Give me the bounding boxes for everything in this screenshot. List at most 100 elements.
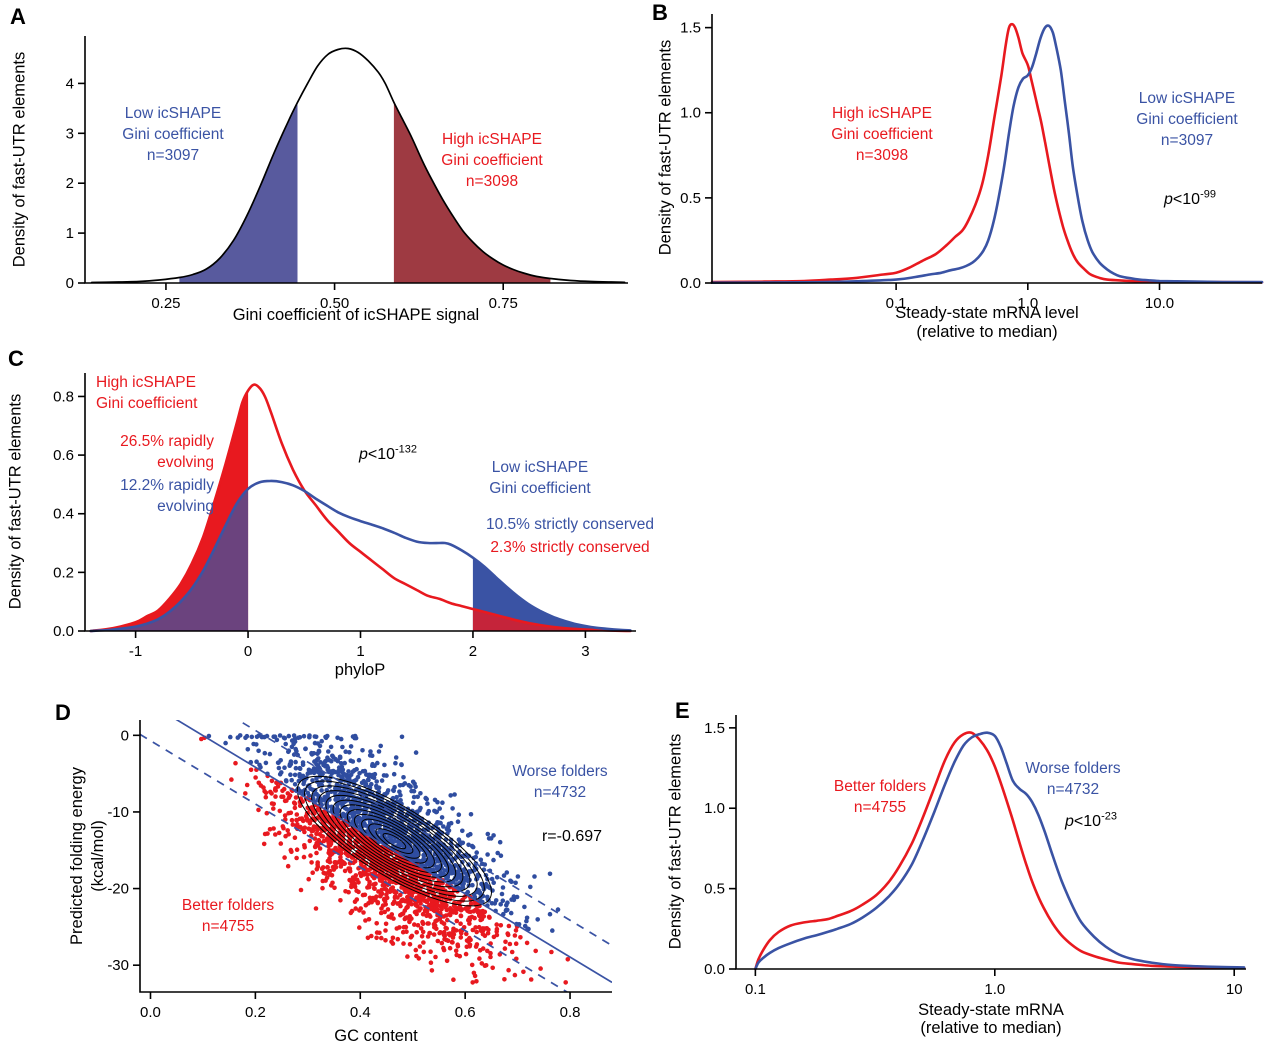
annotation-line: n=3098 [855,147,909,164]
svg-text:0.50: 0.50 [320,295,349,312]
annotation-line: Gini coefficient [441,152,543,169]
svg-text:2: 2 [66,175,74,192]
p-value-label: p<10-99 [1125,189,1255,210]
panel-a-chart: 0.25 0.50 0.75 0 1 2 3 4 [66,36,628,312]
rapidly-evolving-high-label: 26.5% rapidly evolving [74,431,214,473]
p-value-exponent: -99 [1200,188,1216,201]
svg-text:0.5: 0.5 [680,190,701,207]
panel-d: D 0.0 0.2 0.4 0.6 0.8 0 -10 -20 -30 Predicted fo… [40,693,650,1053]
panel-b: B 0.1 1.0 10.0 0.0 0.5 1.0 1.5 Density of fast… [650,0,1280,345]
panel-a-x-axis-title: Gini coefficient of icSHAPE signal [232,306,480,324]
panel-e: E 0.1 1.0 10 0.0 0.5 1.0 1.5 Density of fast-U… [660,693,1280,1053]
svg-text:1.5: 1.5 [704,720,725,737]
svg-text:0.6: 0.6 [455,1004,476,1021]
svg-text:1.0: 1.0 [704,800,725,817]
svg-text:10.0: 10.0 [1145,295,1174,312]
annotation-line: Gini coefficient [122,126,224,143]
svg-text:0.8: 0.8 [560,1004,581,1021]
svg-text:0.75: 0.75 [489,295,518,312]
svg-text:0.4: 0.4 [53,506,74,523]
worse-folders-annotation: Worse folders n=4732 [988,758,1158,800]
panel-d-letter: D [55,700,71,725]
low-gini-annotation: Low icSHAPE Gini coefficient n=3097 [1102,88,1272,151]
p-value-exponent: -23 [1101,810,1117,823]
low-gini-annotation: Low icSHAPE Gini coefficient n=3097 [88,103,258,166]
annotation-line: Gini coefficient [831,126,933,143]
svg-text:-30: -30 [107,957,129,974]
svg-text:1.0: 1.0 [680,105,701,122]
strictly-conserved-high-label: 2.3% strictly conserved [490,539,650,556]
svg-text:0.0: 0.0 [53,623,74,640]
p-value-symbol: p [1065,813,1074,830]
svg-text:0.25: 0.25 [151,295,180,312]
panel-d-y-axis-title: Predicted folding energy (kcal/mol) [67,721,109,991]
annotation-line: Better folders [181,897,275,914]
svg-text:1.0: 1.0 [1017,295,1038,312]
annotation-line: Gini coefficient [96,395,198,412]
p-value-symbol: p [358,446,368,463]
svg-text:0: 0 [66,275,74,292]
annotation-line: n=3097 [146,147,200,164]
p-value-base: <10 [367,446,395,463]
panel-e-y-axis-title: Density of fast-UTR elements [666,733,685,950]
svg-text:0.5: 0.5 [704,881,725,898]
worse-folders-annotation: Worse folders n=4732 [475,761,645,803]
svg-text:1.0: 1.0 [984,981,1005,998]
annotation-line: evolving [157,454,214,471]
panel-b-chart: 0.1 1.0 10.0 0.0 0.5 1.0 1.5 [680,14,1264,312]
panel-d-x-axis-title: GC content [334,1027,418,1045]
svg-text:-20: -20 [107,881,129,898]
svg-text:0.0: 0.0 [704,961,725,978]
y-axis-title-line: (kcal/mol) [89,820,107,892]
panel-c-y-axis-title: Density of fast-UTR elements [6,393,25,610]
panel-e-x-axis-title: Steady-state mRNA [918,1001,1064,1019]
annotation-line: n=3098 [465,173,519,190]
svg-text:3: 3 [581,643,589,660]
annotation-line: Low icSHAPE [1138,90,1236,107]
annotation-line: Better folders [833,778,927,795]
annotation-line: n=3097 [1160,132,1214,149]
svg-text:0.1: 0.1 [886,295,907,312]
p-value-label: p<10-23 [1026,811,1156,832]
annotation-line: n=4732 [1046,781,1100,798]
p-value-symbol: p [1164,191,1173,208]
panel-b-x-axis-title: Steady-state mRNA level [895,304,1079,322]
svg-text:2: 2 [469,643,477,660]
panel-c-chart: -1 0 1 2 3 0.0 0.2 0.4 0.6 0.8 [53,373,636,660]
annotation-line: Worse folders [512,763,608,780]
p-value-base: <10 [1172,191,1201,208]
annotation-line: n=4732 [533,784,587,801]
annotation-line: n=4755 [853,799,907,816]
svg-text:4: 4 [66,75,74,92]
annotation-line: 26.5% rapidly [120,433,214,450]
svg-text:1: 1 [356,643,364,660]
panel-b-y-axis-title: Density of fast-UTR elements [656,39,675,256]
low-gini-annotation: Low icSHAPE Gini coefficient [455,457,625,499]
svg-text:0.6: 0.6 [53,447,74,464]
rapidly-evolving-low-label: 12.2% rapidly evolving [74,475,214,517]
strictly-conserved-low-label: 10.5% strictly conserved [486,516,654,533]
p-value-exponent: -132 [395,443,418,456]
panel-d-chart: 0.0 0.2 0.4 0.6 0.8 0 -10 -20 -30 [107,720,612,1021]
panel-e-letter: E [675,698,690,723]
annotation-line: Gini coefficient [489,480,591,497]
svg-text:0.1: 0.1 [745,981,766,998]
panel-e-chart: 0.1 1.0 10 0.0 0.5 1.0 1.5 [704,715,1246,998]
svg-text:0.0: 0.0 [140,1004,161,1021]
panel-b-letter: B [652,0,668,25]
better-folders-annotation: Better folders n=4755 [795,776,965,818]
svg-text:0.2: 0.2 [245,1004,266,1021]
svg-text:0.8: 0.8 [53,388,74,405]
better-folders-annotation: Better folders n=4755 [143,895,313,937]
svg-text:0: 0 [121,727,129,744]
svg-text:0.0: 0.0 [680,275,701,292]
annotation-line: Worse folders [1025,760,1121,777]
annotation-line: High icSHAPE [832,105,932,122]
svg-text:10: 10 [1226,981,1243,998]
high-gini-annotation: High icSHAPE Gini coefficient n=3098 [407,129,577,192]
panel-a: A 0.25 0.50 0.75 0 1 2 3 4 Density of fast-UTR … [0,0,650,345]
annotation-line: Low icSHAPE [124,105,222,122]
svg-text:-10: -10 [107,804,129,821]
annotation-line: n=4755 [201,918,255,935]
annotation-line: Low icSHAPE [491,459,589,476]
